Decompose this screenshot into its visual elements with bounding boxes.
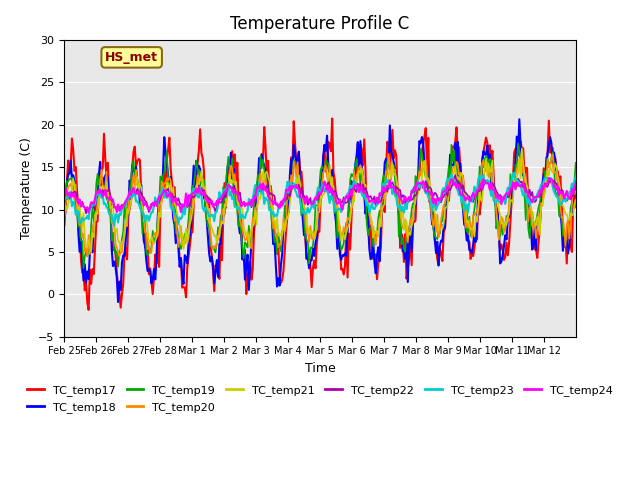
TC_temp23	[264, 198, 272, 204]
TC_temp17	[385, 142, 392, 148]
TC_temp23	[510, 170, 518, 176]
TC_temp20	[435, 234, 442, 240]
Legend: TC_temp17, TC_temp18, TC_temp19, TC_temp20, TC_temp21, TC_temp22, TC_temp23, TC_: TC_temp17, TC_temp18, TC_temp19, TC_temp…	[23, 381, 617, 417]
TC_temp24	[124, 196, 131, 202]
TC_temp19	[572, 160, 580, 166]
TC_temp24	[228, 188, 236, 193]
TC_temp24	[84, 210, 92, 216]
TC_temp24	[60, 194, 68, 200]
TC_temp21	[431, 210, 438, 216]
TC_temp20	[124, 223, 131, 229]
TC_temp19	[431, 233, 438, 239]
TC_temp23	[433, 204, 441, 209]
TC_temp21	[433, 221, 441, 227]
TC_temp22	[433, 194, 441, 200]
TC_temp19	[264, 190, 272, 196]
TC_temp21	[87, 249, 95, 254]
TC_temp18	[431, 235, 438, 240]
TC_temp22	[124, 198, 131, 204]
TC_temp17	[435, 263, 442, 268]
TC_temp20	[572, 188, 580, 194]
TC_temp21	[383, 191, 391, 196]
TC_temp18	[60, 222, 68, 228]
TC_temp23	[431, 202, 438, 208]
TC_temp21	[60, 219, 68, 225]
TC_temp22	[82, 211, 90, 216]
TC_temp19	[228, 156, 236, 161]
TC_temp20	[383, 172, 391, 178]
TC_temp17	[124, 256, 131, 262]
TC_temp24	[383, 183, 391, 189]
TC_temp17	[432, 244, 440, 250]
TC_temp23	[60, 199, 68, 204]
TC_temp17	[572, 174, 580, 180]
Line: TC_temp18: TC_temp18	[64, 120, 576, 302]
TC_temp20	[83, 253, 91, 259]
Line: TC_temp22: TC_temp22	[64, 175, 576, 214]
TC_temp18	[433, 239, 441, 245]
TC_temp21	[572, 197, 580, 203]
TC_temp18	[515, 117, 523, 122]
TC_temp24	[264, 193, 272, 199]
TC_temp23	[111, 223, 118, 228]
TC_temp20	[385, 151, 392, 157]
TC_temp24	[433, 195, 441, 201]
TC_temp18	[115, 299, 122, 305]
Line: TC_temp19: TC_temp19	[64, 144, 576, 268]
TC_temp22	[451, 172, 459, 178]
TC_temp23	[572, 174, 580, 180]
TC_temp23	[124, 198, 131, 204]
TC_temp17	[228, 148, 236, 154]
TC_temp20	[60, 208, 68, 214]
TC_temp19	[433, 236, 441, 242]
TC_temp20	[228, 166, 236, 171]
Line: TC_temp20: TC_temp20	[64, 154, 576, 256]
TC_temp18	[264, 189, 272, 194]
Title: Temperature Profile C: Temperature Profile C	[230, 15, 410, 33]
Line: TC_temp23: TC_temp23	[64, 173, 576, 226]
TC_temp21	[228, 180, 236, 185]
TC_temp19	[60, 187, 68, 192]
Line: TC_temp24: TC_temp24	[64, 178, 576, 213]
Text: HS_met: HS_met	[105, 51, 158, 64]
TC_temp23	[383, 179, 391, 185]
Line: TC_temp21: TC_temp21	[64, 148, 576, 252]
TC_temp19	[514, 141, 522, 146]
TC_temp22	[264, 186, 272, 192]
TC_temp19	[79, 265, 87, 271]
TC_temp19	[124, 205, 131, 211]
TC_temp22	[572, 185, 580, 191]
TC_temp22	[228, 186, 236, 192]
TC_temp18	[572, 175, 580, 180]
TC_temp17	[264, 158, 272, 164]
TC_temp17	[84, 307, 92, 313]
TC_temp18	[383, 161, 391, 167]
TC_temp23	[228, 196, 236, 202]
TC_temp19	[383, 158, 391, 164]
Y-axis label: Temperature (C): Temperature (C)	[20, 137, 33, 240]
TC_temp21	[518, 145, 525, 151]
TC_temp22	[431, 190, 438, 196]
TC_temp17	[60, 217, 68, 223]
Line: TC_temp17: TC_temp17	[64, 119, 576, 310]
TC_temp21	[124, 206, 131, 212]
TC_temp17	[328, 116, 336, 121]
TC_temp18	[124, 226, 131, 231]
X-axis label: Time: Time	[305, 362, 335, 375]
TC_temp20	[432, 229, 440, 235]
TC_temp21	[264, 174, 272, 180]
TC_temp18	[228, 176, 236, 181]
TC_temp22	[383, 189, 391, 194]
TC_temp24	[545, 175, 553, 181]
TC_temp20	[264, 185, 272, 191]
TC_temp24	[572, 180, 580, 186]
TC_temp24	[431, 196, 438, 202]
TC_temp22	[60, 200, 68, 206]
